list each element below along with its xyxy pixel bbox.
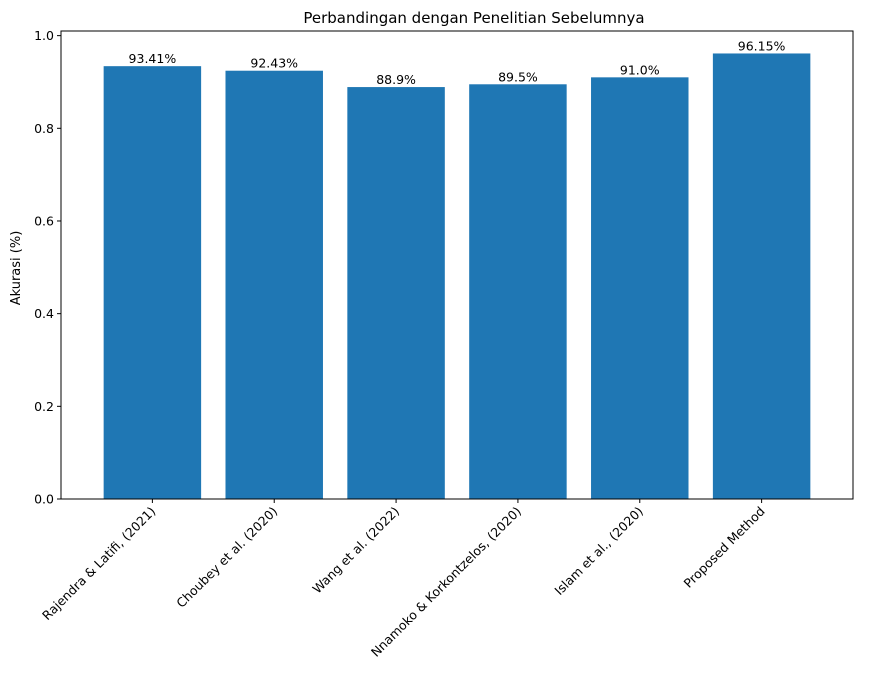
y-axis: 0.0 0.2 0.4 0.6 0.8 1.0 [34,28,61,507]
bar-value-label: 96.15% [738,38,786,53]
bar [591,77,689,499]
x-tick-label: Rajendra & Latifi, (2021) [39,504,158,623]
bar [347,87,445,500]
y-tick-label: 0.8 [34,121,54,136]
x-axis: Rajendra & Latifi, (2021) Choubey et al. … [39,499,768,660]
bar [225,70,323,499]
bars [103,53,811,500]
x-tick-label: Choubey et al. (2020) [173,504,280,611]
y-tick-label: 0.4 [34,306,54,321]
y-tick-label: 0.2 [34,399,54,414]
y-tick-label: 0.6 [34,213,54,228]
data-labels: 93.41% 92.43% 88.9% 89.5% 91.0% 96.15% [129,38,786,87]
bar-value-label: 92.43% [250,56,298,71]
bar-value-label: 91.0% [620,62,660,77]
x-tick-label: Proposed Method [680,504,767,591]
bar-value-label: 93.41% [129,51,177,66]
plot-frame [60,30,854,500]
x-tick-label: Islam et al., (2020) [551,504,646,599]
y-tick-label: 0.0 [34,492,54,507]
chart-title: Perbandingan dengan Penelitian Sebelumny… [303,9,644,27]
bar-value-label: 88.9% [376,72,416,87]
bar [469,84,567,499]
bar-value-label: 89.5% [498,69,538,84]
bar [712,53,811,499]
x-tick-label: Nnamoko & Korkontzelos, (2020) [368,504,524,660]
y-axis-label: Akurasi (%) [9,231,24,306]
x-tick-label: Wang et al. (2022) [309,504,402,597]
y-tick-label: 1.0 [34,28,54,43]
bar [103,66,202,500]
